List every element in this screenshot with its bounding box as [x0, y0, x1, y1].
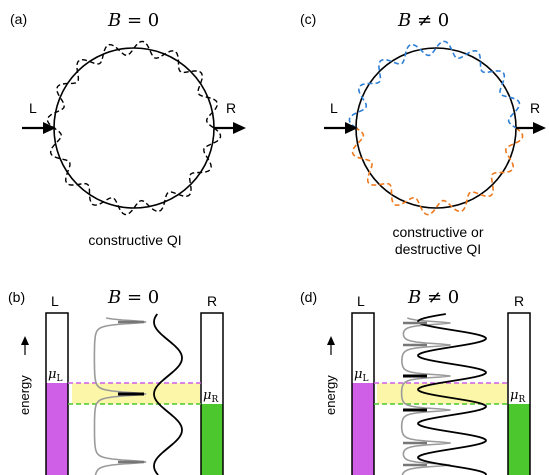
panel-d-right-lead-label: R [514, 293, 524, 309]
panel-a-eq-rhs: = 0 [121, 10, 159, 31]
panel-d-mu-left-label: μL [354, 367, 368, 384]
panel-d-eq-rhs: ≠ 0 [421, 287, 459, 308]
panel-b-energy-axis-label: energy [17, 375, 32, 415]
panel-b-equation: B = 0 [107, 287, 159, 308]
panel-b-eq-rhs: = 0 [121, 287, 159, 308]
panel-b: (b) B = 0 L R energy μL μR [8, 287, 224, 475]
panel-a-tag: (a) [10, 11, 27, 27]
panel-a-equation: B = 0 [107, 10, 159, 31]
panel-b-transmission-curve [153, 313, 183, 475]
panel-a-eq-lhs: B [107, 10, 121, 31]
panel-d-tag: (d) [300, 289, 317, 305]
panel-b-right-lead-filled [201, 404, 223, 475]
panel-b-energy-arrowhead [21, 336, 29, 345]
panel-a-right-arrowhead [233, 122, 246, 134]
panel-b-level-markers [118, 320, 144, 464]
panel-c-equation: B ≠ 0 [397, 10, 449, 31]
panel-a-wavy-paths [46, 40, 222, 216]
panel-d-energy-arrowhead [327, 336, 335, 345]
panel-b-mu-right-label: μR [203, 388, 218, 405]
panel-a-left-label: L [29, 100, 37, 116]
panel-c-caption-line1: constructive or [392, 224, 483, 240]
panel-c-right-arrowhead [533, 122, 546, 134]
panel-d-level-spectrum [400, 317, 451, 475]
panel-c-left-label: L [330, 100, 338, 116]
panel-d: (d) B ≠ 0 L R energy μL μR [300, 287, 531, 475]
panel-a-left-arrowhead [43, 122, 56, 134]
panel-a-caption: constructive QI [88, 232, 181, 248]
panel-c: (c) B ≠ 0 L R constructive or destructiv… [300, 10, 546, 257]
panel-b-mu-left-label: μL [48, 367, 62, 384]
panel-b-right-lead-label: R [207, 293, 217, 309]
panel-b-right-lead [200, 312, 224, 475]
panel-b-tag: (b) [8, 289, 25, 305]
panel-b-left-lead-filled [46, 383, 68, 475]
panel-d-mu-right-label: μR [510, 388, 525, 405]
panel-d-equation: B ≠ 0 [407, 287, 459, 308]
panel-b-left-lead-label: L [51, 293, 59, 309]
panel-d-right-lead-filled [508, 404, 530, 475]
panel-d-left-lead-filled [352, 383, 374, 475]
panel-c-wavy-path-upper [348, 40, 521, 129]
panel-d-level-markers [403, 321, 427, 467]
panel-c-right-label: R [530, 100, 540, 116]
panel-c-tag: (c) [300, 11, 316, 27]
panel-a-right-label: R [226, 100, 236, 116]
panel-c-wavy-path-lower [351, 127, 524, 216]
panel-d-left-lead-label: L [357, 293, 365, 309]
panel-d-left-lead [351, 312, 375, 475]
panel-b-left-lead [45, 312, 69, 475]
panel-d-energy-axis-label: energy [323, 375, 338, 415]
panel-b-level-spectrum [93, 317, 147, 475]
panel-c-left-arrowhead [345, 122, 358, 134]
panel-d-bias-window [377, 383, 507, 404]
panel-d-transmission-curve [417, 313, 487, 475]
panel-d-eq-lhs: B [407, 287, 421, 308]
panel-b-eq-lhs: B [107, 287, 121, 308]
panel-c-eq-rhs: ≠ 0 [411, 10, 449, 31]
panel-c-caption-line2: destructive QI [395, 241, 481, 257]
panel-a: (a) B = 0 L R constructive QI [10, 10, 246, 248]
panel-d-right-lead [507, 312, 531, 475]
panel-c-eq-lhs: B [397, 10, 411, 31]
